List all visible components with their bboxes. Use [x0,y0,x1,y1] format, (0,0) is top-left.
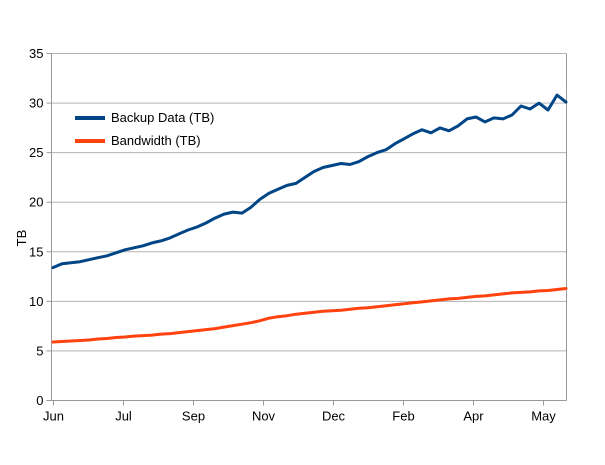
svg-text:25: 25 [29,145,43,160]
svg-text:5: 5 [36,343,43,358]
svg-text:35: 35 [29,46,43,61]
y-axis-title: TB [13,229,29,247]
legend-label-bandwidth: Bandwidth (TB) [111,133,201,148]
legend-item-backup-data: Backup Data (TB) [75,106,214,129]
svg-text:0: 0 [36,393,43,408]
svg-text:Jun: Jun [43,409,64,424]
legend: Backup Data (TB) Bandwidth (TB) [75,106,214,152]
svg-text:May: May [531,409,556,424]
legend-label-backup-data: Backup Data (TB) [111,110,215,125]
svg-text:Nov: Nov [252,409,276,424]
svg-text:Feb: Feb [392,409,414,424]
svg-text:Apr: Apr [463,409,484,424]
legend-item-bandwidth: Bandwidth (TB) [75,129,214,152]
svg-text:20: 20 [29,195,43,210]
svg-text:15: 15 [29,244,43,259]
svg-text:Dec: Dec [322,409,346,424]
svg-text:Jul: Jul [115,409,132,424]
svg-text:10: 10 [29,294,43,309]
legend-swatch-bandwidth-icon [75,138,105,143]
svg-text:30: 30 [29,96,43,111]
svg-text:Sep: Sep [182,409,205,424]
legend-swatch-backup-data-icon [75,115,105,120]
